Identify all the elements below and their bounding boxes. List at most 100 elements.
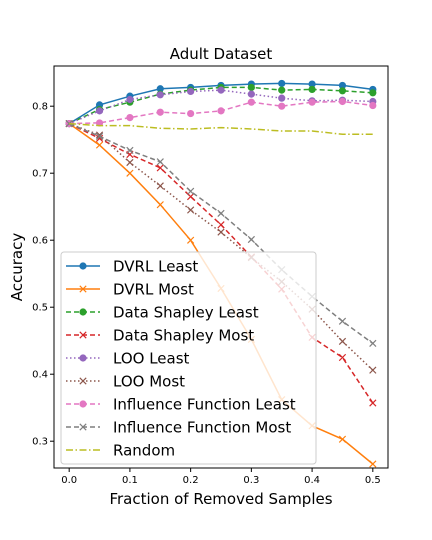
data-point [156, 158, 164, 166]
legend-item: Influence Function Most [66, 419, 291, 437]
data-point [369, 460, 377, 468]
legend-label: Random [113, 442, 175, 460]
data-point [187, 109, 195, 118]
x-axis-label: Fraction of Removed Samples [109, 490, 332, 508]
data-point [338, 337, 347, 345]
data-point [187, 193, 195, 201]
data-point [126, 95, 134, 104]
legend-item: LOO Most [66, 373, 185, 391]
data-point [369, 339, 377, 348]
data-point [369, 101, 377, 110]
y-tick-label: 0.8 [32, 102, 48, 113]
series-line [68, 89, 373, 125]
data-point [156, 182, 164, 190]
data-point [126, 169, 134, 177]
x-tick-label: 0.0 [61, 475, 77, 486]
legend-label: DVRL Most [113, 281, 194, 299]
y-tick-label: 0.6 [32, 236, 48, 247]
data-point [79, 308, 87, 316]
data-point [79, 423, 87, 431]
y-tick-label: 0.7 [32, 169, 48, 180]
y-tick-label: 0.3 [32, 437, 48, 448]
data-point [278, 102, 286, 110]
data-point [126, 146, 134, 155]
data-point [247, 90, 255, 98]
data-point [156, 91, 164, 99]
data-point [79, 262, 87, 270]
data-point [247, 235, 255, 244]
data-point [278, 79, 286, 88]
data-point [369, 399, 377, 407]
data-point [156, 164, 164, 172]
data-point [79, 354, 87, 362]
data-point [338, 435, 347, 443]
series-random [69, 122, 373, 136]
legend-label: LOO Least [113, 350, 190, 368]
chart-title: Adult Dataset [170, 45, 273, 63]
data-point [79, 400, 87, 408]
data-point [338, 97, 347, 106]
data-point [217, 107, 225, 115]
data-point [217, 221, 225, 229]
y-tick-label: 0.5 [32, 303, 48, 314]
data-point [308, 98, 316, 106]
data-point [187, 187, 195, 195]
data-point [217, 86, 225, 94]
data-point [369, 89, 377, 97]
data-point [79, 285, 87, 293]
legend-item: DVRL Least [66, 258, 198, 276]
legend-label: DVRL Least [113, 258, 198, 276]
legend-item: LOO Least [66, 350, 190, 368]
data-point [278, 94, 286, 102]
data-point [217, 209, 225, 218]
series-influence-function-least [65, 97, 377, 128]
legend-label: LOO Most [113, 373, 185, 391]
data-point [79, 331, 87, 339]
series-line [68, 86, 373, 125]
data-point [187, 206, 195, 214]
data-point [126, 113, 134, 122]
data-point [338, 353, 347, 362]
data-point [247, 98, 255, 106]
data-point [79, 377, 87, 385]
data-point [338, 87, 347, 95]
y-axis: 0.3 0.4 0.5 0.6 0.7 0.8 [32, 102, 54, 448]
legend-item: Influence Function Least [66, 396, 296, 414]
y-axis-label: Accuracy [8, 233, 26, 302]
plot-area [53, 65, 389, 469]
legend-item: Data Shapley Least [66, 304, 259, 322]
data-point [95, 134, 104, 142]
x-tick-label: 0.4 [304, 475, 320, 486]
legend-label: Influence Function Least [113, 396, 296, 414]
series-loo-least [65, 86, 377, 128]
x-tick-label: 0.1 [122, 475, 138, 486]
series-line [69, 122, 373, 136]
data-point [65, 119, 73, 128]
data-point [278, 86, 286, 94]
legend-label: Data Shapley Most [113, 327, 254, 345]
legend: DVRL Least DVRL Most Data Shapley Least Dat… [60, 251, 317, 465]
x-tick-label: 0.3 [243, 475, 259, 486]
data-point [187, 236, 195, 244]
data-point [217, 228, 225, 236]
y-tick-label: 0.4 [32, 370, 48, 381]
data-point [156, 201, 164, 209]
data-point [95, 141, 104, 149]
data-point [308, 85, 316, 94]
data-point [156, 108, 164, 116]
legend-item: Data Shapley Most [66, 327, 254, 345]
data-point [95, 107, 104, 115]
data-point [247, 83, 255, 92]
legend-label: Influence Function Most [113, 419, 291, 437]
data-point [369, 366, 377, 374]
data-point [95, 132, 104, 140]
data-point [126, 158, 134, 167]
legend-item: Random [66, 442, 175, 460]
legend-item: DVRL Most [66, 281, 194, 299]
data-point [187, 87, 195, 96]
x-axis: 0.0 0.1 0.2 0.3 0.4 0.5 [61, 468, 381, 486]
legend-label: Data Shapley Least [113, 304, 259, 322]
legend-box [60, 251, 317, 465]
data-point [338, 317, 347, 325]
